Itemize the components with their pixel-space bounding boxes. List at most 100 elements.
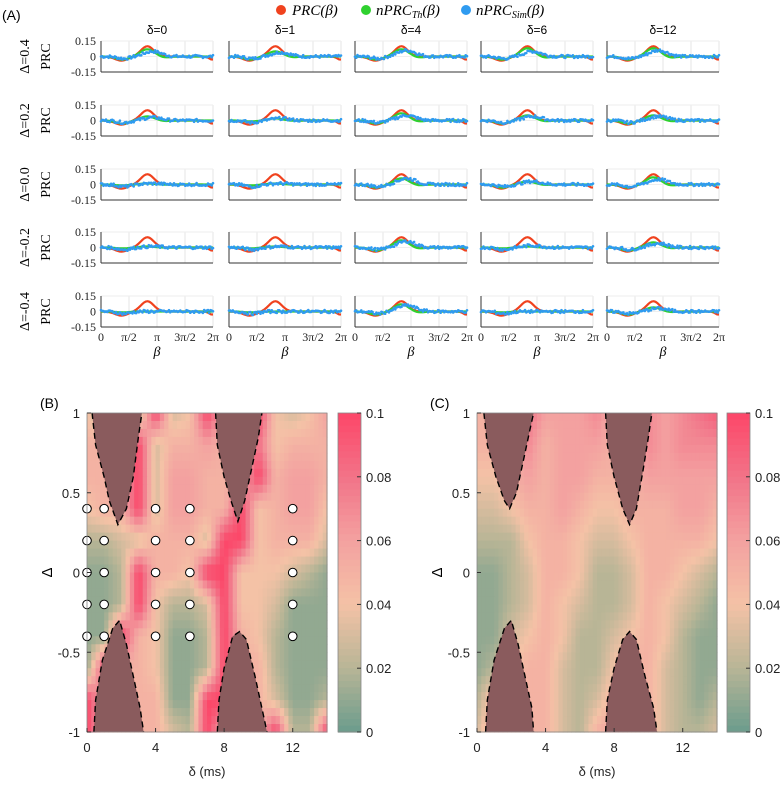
- heatmap-cell: [224, 492, 230, 502]
- xtick-label: 0: [478, 330, 484, 344]
- heatmap-cell: [279, 716, 285, 725]
- heatmap-cell: [194, 620, 200, 629]
- heatmap-cell: [104, 604, 110, 613]
- sample-marker: [287, 503, 298, 514]
- heatmap-cell: [318, 484, 324, 494]
- heatmap-cell: [104, 548, 110, 558]
- row-title-2: Δ=0.0: [18, 167, 33, 201]
- ytick-label: 0: [90, 241, 96, 255]
- heatmap-cell: [318, 436, 324, 446]
- heatmap-cell: [198, 524, 204, 534]
- heatmap-cell: [318, 628, 324, 637]
- heatmap-cell: [207, 676, 212, 685]
- heatmap-cell: [181, 612, 187, 621]
- heatmap-cell: [151, 460, 157, 470]
- heatmap-cell: [207, 540, 212, 550]
- heatmap-cell: [237, 580, 242, 590]
- heatmap-cell: [284, 644, 290, 653]
- heatmap-cell: [134, 596, 140, 605]
- heatmap-cell: [172, 540, 178, 550]
- heatmap-cell: [271, 516, 277, 526]
- heatmap-cell: [202, 532, 208, 542]
- heatmap-cell: [108, 620, 114, 629]
- heatmap-cell: [288, 484, 294, 494]
- heatmap-cell: [87, 572, 92, 582]
- heatmap-cell: [322, 588, 328, 598]
- heatmap-cell: [168, 564, 174, 574]
- heatmap-cell: [245, 484, 251, 494]
- heatmap-cell: [198, 572, 204, 582]
- heatmap-cell: [159, 524, 165, 534]
- heatmap-cell: [322, 444, 328, 454]
- heatmap-cell: [288, 716, 294, 725]
- heatmap-cell: [211, 532, 217, 542]
- heatmap-cell: [305, 468, 311, 478]
- heatmap-cell: [258, 540, 264, 550]
- heatmap-cell: [147, 452, 152, 462]
- colorbar-segment: [338, 527, 361, 535]
- heatmap-cell: [207, 652, 212, 661]
- heatmap-cell: [129, 556, 135, 566]
- heatmap-cell: [258, 516, 264, 526]
- heatmap-cell: [297, 508, 302, 518]
- heatmap-cell: [267, 484, 272, 494]
- heatmap-cell: [262, 668, 268, 677]
- heatmap-cell: [155, 612, 161, 621]
- nprc-sim-point: [195, 117, 198, 121]
- heatmap-cell: [284, 564, 290, 574]
- heatmap-cell: [155, 516, 161, 526]
- nprc-sim-point: [465, 54, 469, 58]
- colorbar-tick-label: 0.02: [366, 661, 391, 676]
- heatmap-cell: [177, 700, 182, 709]
- heatmap-cell: [318, 428, 324, 438]
- heatmap-cell: [177, 668, 182, 677]
- heatmap-cell: [117, 564, 122, 574]
- heatmap-cell: [207, 548, 212, 558]
- heatmap-cell: [168, 604, 174, 613]
- heatmap-cell: [301, 652, 307, 661]
- nprc-sim-point: [357, 118, 361, 121]
- heatmap-cell: [314, 548, 320, 558]
- heatmap-cell: [112, 556, 118, 566]
- subplot-r2-c1: [227, 168, 343, 201]
- nprc-sim-point: [618, 248, 621, 251]
- heatmap-cell: [309, 572, 315, 582]
- heatmap-cell: [181, 548, 187, 558]
- heatmap-cell: [99, 644, 105, 653]
- colorbar-segment: [338, 438, 361, 446]
- heatmap-cell: [254, 588, 260, 598]
- heatmap-cell: [267, 540, 272, 550]
- heatmap-cell: [258, 612, 264, 621]
- heatmap-cell: [207, 708, 212, 717]
- heatmap-cell: [91, 620, 97, 629]
- heatmap-cell: [168, 452, 174, 462]
- heatmap-cell: [87, 676, 92, 685]
- heatmap-cell: [142, 660, 148, 669]
- heatmap-cell: [271, 436, 277, 446]
- heatmap-cell: [185, 588, 191, 598]
- heatmap-cell: [314, 500, 320, 510]
- heatmap-cell: [288, 684, 294, 693]
- heatmap-cell: [95, 580, 101, 590]
- heatmap-cell: [301, 476, 307, 486]
- heatmap-cell: [275, 620, 281, 629]
- heatmap-cell: [262, 692, 268, 701]
- heatmap-cell: [297, 716, 302, 725]
- colorbar-tick-label: 0.08: [366, 470, 391, 485]
- nprc-sim-point: [455, 184, 459, 187]
- heatmap-cell: [309, 540, 315, 550]
- nprc-sim-point: [448, 182, 451, 185]
- heatmap-cell: [279, 484, 285, 494]
- heatmap-cell: [108, 612, 114, 621]
- nprc-sim-point: [661, 243, 664, 247]
- heatmap-cell: [305, 596, 311, 605]
- heatmap-cell: [305, 564, 311, 574]
- heatmap-cell: [284, 540, 290, 550]
- heatmap-cell: [215, 652, 221, 661]
- nprc-sim-point: [107, 56, 110, 60]
- nprc-sim-point: [175, 53, 178, 57]
- heatmap-cell: [168, 580, 174, 590]
- heatmap-cell: [159, 612, 165, 621]
- heatmap-cell: [314, 428, 320, 438]
- heatmap-cell: [207, 668, 212, 677]
